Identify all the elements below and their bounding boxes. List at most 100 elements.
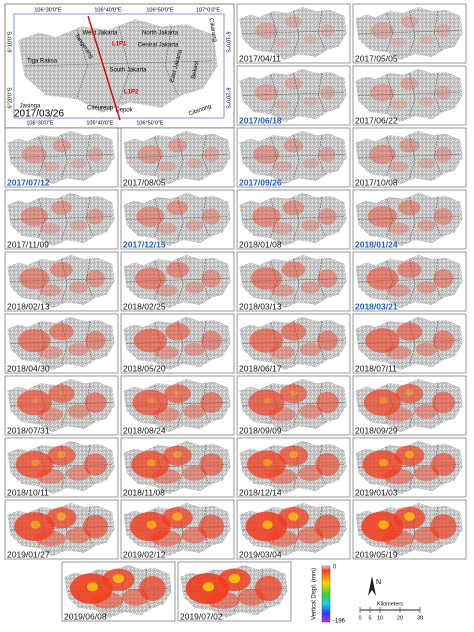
panel-date: 2018/06/17 [239, 363, 282, 373]
map-panel [352, 251, 467, 312]
place-label: Jasinga [20, 104, 41, 110]
subsidence-area [137, 145, 164, 164]
subsidence-area [301, 219, 320, 232]
lon-label: 106°30'0"E [34, 7, 62, 13]
panel-date: 2017/12/15 [123, 239, 166, 249]
subsidence-area [300, 281, 321, 294]
subsidence-area [267, 468, 297, 484]
subsidence-area [36, 468, 65, 484]
panel-date: 2017/11/09 [7, 239, 49, 249]
panel-date: 2018/05/20 [123, 363, 166, 373]
subsidence-area [319, 146, 336, 163]
subsidence-area [432, 330, 455, 351]
peak-area [379, 397, 388, 405]
place-label: Tiga Raksa [27, 59, 58, 65]
boundary [242, 11, 345, 55]
land [355, 69, 463, 122]
map-panel [120, 127, 235, 188]
subsidence-area [388, 161, 409, 172]
subsidence-area [384, 407, 413, 422]
map-panel [236, 3, 351, 64]
subsidence-area [386, 284, 411, 297]
panel-date: 2017/06/18 [239, 115, 282, 125]
subsidence-area [165, 323, 190, 341]
map-panel [4, 189, 119, 250]
peak-area [58, 389, 65, 396]
subsidence-area [201, 269, 221, 288]
map-panel [120, 375, 235, 436]
subsidence-area [278, 445, 309, 466]
subsidence-area [37, 407, 64, 422]
subsidence-area [86, 269, 105, 288]
land [7, 254, 115, 309]
map-panel [236, 251, 351, 312]
scale-tick-label: 10 [377, 615, 383, 621]
subsidence-area [82, 514, 108, 539]
panel-date: 2018/09/09 [239, 425, 282, 435]
profile-line [87, 15, 121, 121]
subsidence-area [418, 96, 435, 107]
subsidence-area [164, 384, 191, 404]
peak-area [404, 512, 415, 521]
subsidence-area [299, 404, 322, 419]
subsidence-area [400, 15, 419, 28]
subsidence-area [252, 206, 281, 227]
subsidence-area [152, 407, 180, 422]
lon-label: 106°30'0"E [26, 120, 54, 126]
subsidence-area [281, 261, 306, 278]
boundary [126, 197, 229, 241]
subsidence-area [396, 322, 423, 341]
subsidence-area [70, 158, 87, 169]
subsidence-area [367, 206, 398, 228]
subsidence-area [415, 342, 438, 357]
subsidence-area [434, 207, 453, 226]
panel-date: 2019/02/12 [123, 549, 166, 559]
subsidence-area [206, 591, 240, 609]
subsidence-area [435, 85, 451, 100]
scale-tick-label: 0 [358, 615, 361, 621]
lat-label: 6°20'0"S [225, 87, 231, 108]
subsidence-area [201, 330, 222, 351]
map-panel [352, 437, 467, 498]
subsidence-area [39, 222, 61, 234]
peak-area [146, 520, 157, 529]
panel-date: 2018/01/08 [239, 239, 282, 249]
map-panel [352, 499, 467, 560]
map-panel [13, 13, 225, 119]
map-panel [4, 499, 119, 560]
panel-date: 2018/03/21 [355, 301, 398, 311]
legend-max: 0 [333, 565, 337, 571]
subsidence-area [370, 22, 394, 39]
subsidence-area [320, 23, 335, 38]
subsidence-area [47, 445, 76, 466]
subsidence-area [87, 147, 104, 162]
subsidence-area [184, 342, 205, 356]
map-panel [236, 189, 351, 250]
peak-area [173, 450, 182, 459]
map-panel [120, 251, 235, 312]
peak-area [289, 450, 298, 459]
boundary [358, 11, 461, 55]
subsidence-area [269, 345, 295, 359]
subsidence-area [298, 465, 323, 482]
boundary [10, 197, 113, 241]
peak-area [404, 450, 415, 459]
land [123, 254, 231, 309]
lon-label: 106°40'0"E [94, 7, 122, 13]
subsidence-area [132, 389, 169, 416]
subsidence-area [389, 37, 407, 47]
subsidence-area [266, 530, 298, 547]
panel-date: 2018/08/24 [123, 425, 166, 435]
subsidence-area [136, 206, 165, 227]
map-date: 2017/03/26 [14, 109, 64, 120]
subsidence-area [366, 267, 399, 291]
peak-area [30, 520, 41, 529]
peak-area [147, 397, 156, 404]
land [123, 192, 231, 247]
land [239, 130, 347, 185]
subsidence-area [85, 330, 106, 351]
subsidence-area [49, 323, 74, 341]
legend-min: -196 [333, 619, 346, 625]
subsidence-area [436, 23, 451, 38]
map-panel [236, 127, 351, 188]
